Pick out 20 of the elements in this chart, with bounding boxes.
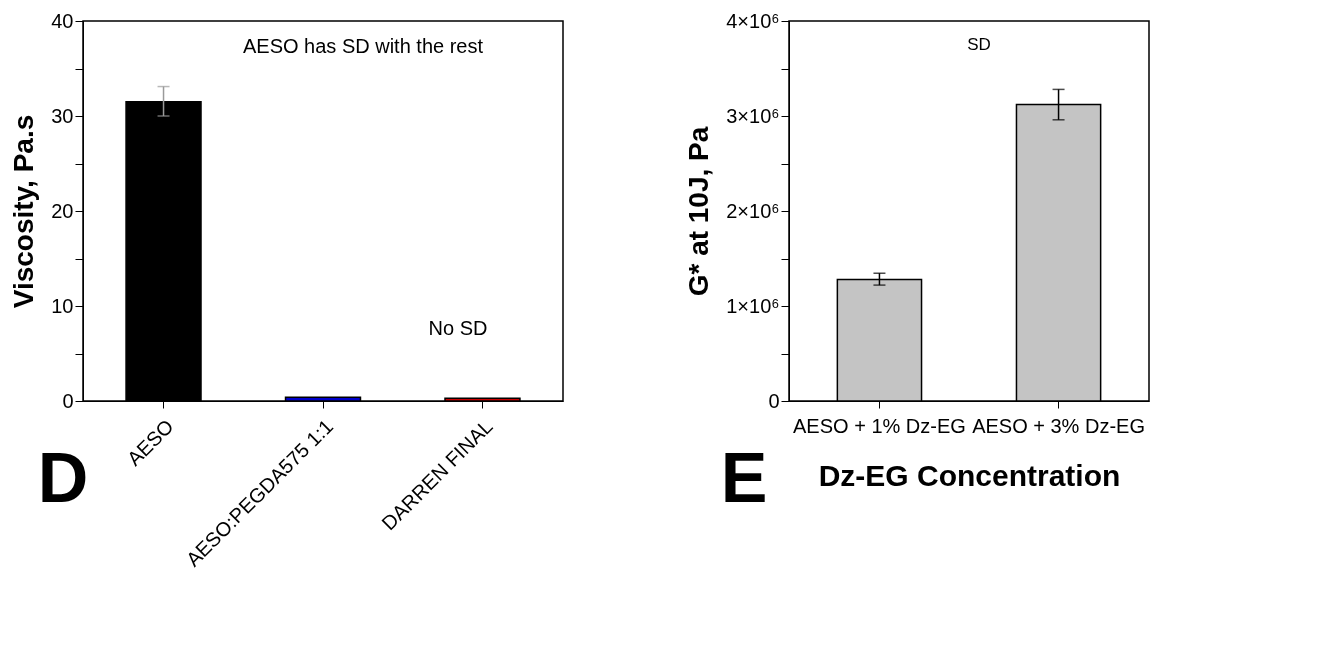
y-tick-label: 30 [51, 104, 74, 127]
y-tick-label: 4×10⁶ [726, 9, 780, 32]
x-tick-label: AESO + 3% Dz-EG [972, 414, 1145, 437]
text: D [37, 439, 89, 517]
x-tick-label: AESO + 1% Dz-EG [793, 414, 966, 437]
x-axis-title: Dz-EG Concentration [818, 458, 1121, 492]
y-tick-label: 3×10⁶ [726, 104, 780, 127]
y-axis-title: G* at 10J, Pa [683, 126, 715, 297]
y-tick-label: 2×10⁶ [726, 199, 780, 222]
text: E [720, 439, 768, 517]
y-axis-title: Viscosity, Pa.s [8, 114, 40, 309]
y-tick-label: 10 [51, 294, 74, 317]
annotation: SD [967, 35, 991, 54]
y-tick-label: 1×10⁶ [726, 294, 780, 317]
y-tick-label: 0 [768, 389, 780, 412]
y-tick-label: 40 [51, 9, 74, 32]
y-tick-label: 20 [51, 199, 74, 222]
annotation: No SD [428, 317, 488, 339]
annotation: AESO has SD with the rest [242, 35, 484, 57]
y-tick-label: 0 [62, 389, 74, 412]
